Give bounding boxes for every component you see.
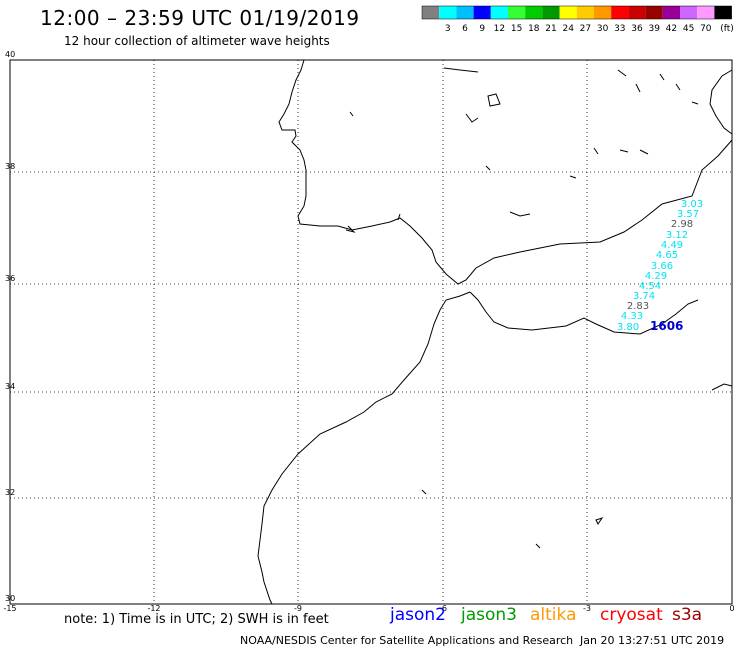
legend-unit: (ft) [720, 24, 734, 34]
legend-swatch [714, 6, 732, 19]
page-subtitle: 12 hour collection of altimeter wave hei… [64, 34, 330, 48]
legend-swatch [697, 6, 715, 19]
legend-swatch [490, 6, 508, 19]
lat-lon-grid [10, 60, 732, 604]
wave-height-label: 4.65 [656, 250, 678, 261]
lat-label: 38 [5, 162, 15, 171]
lon-label: -12 [147, 604, 160, 613]
legend-swatch [628, 6, 646, 19]
legend-swatch [559, 6, 577, 19]
legend-label: 45 [683, 24, 694, 34]
wave-height-label: 3.57 [677, 209, 699, 220]
legend-label: 9 [479, 24, 485, 34]
legend-label: 18 [528, 24, 540, 34]
legend-label: 70 [700, 24, 712, 34]
lat-label: 30 [5, 594, 15, 603]
wave-height-label: 2.98 [671, 219, 693, 230]
wave-height-label: 4.29 [645, 271, 667, 282]
wave-height-label: 3.80 [617, 322, 639, 333]
wave-height-label: 3.74 [633, 291, 655, 302]
wave-height-label: 3.66 [651, 261, 673, 272]
legend-label: 30 [597, 24, 609, 34]
legend-label: 42 [666, 24, 677, 34]
legend-swatch [645, 6, 663, 19]
lat-label: 34 [5, 382, 15, 391]
lon-label: -6 [439, 604, 447, 613]
legend-label: 3 [445, 24, 451, 34]
wave-height-label: 4.49 [661, 240, 683, 251]
lon-label: -9 [294, 604, 302, 613]
lon-label: -3 [583, 604, 591, 613]
map-frame [9, 59, 733, 605]
satellite-cryosat: cryosat [600, 605, 663, 625]
satellite-jason2: jason2 [390, 605, 446, 625]
axis-labels: 40 38 36 34 32 30-15 -12 -9 -6 -3 0 [3, 50, 734, 613]
wave-height-label: 4.33 [621, 311, 643, 322]
wave-height-label: 2.83 [627, 301, 649, 312]
legend-label: 36 [631, 24, 643, 34]
lat-label: 32 [5, 488, 15, 497]
legend-label: 33 [614, 24, 625, 34]
legend-swatch [439, 6, 457, 19]
lat-label: 40 [5, 50, 15, 59]
legend-label: 21 [545, 24, 556, 34]
legend-label: 27 [580, 24, 591, 34]
lat-label: 36 [5, 274, 15, 283]
legend-label: 39 [648, 24, 660, 34]
lon-label: 0 [729, 604, 734, 613]
satellite-altika: altika [530, 605, 577, 625]
legend-swatch [611, 6, 629, 19]
coastline [257, 59, 733, 605]
lon-label: -15 [3, 604, 16, 613]
legend-swatch [576, 6, 594, 19]
satellite-jason3: jason3 [461, 605, 517, 625]
legend-label: 24 [562, 24, 574, 34]
page-title: 12:00 – 23:59 UTC 01/19/2019 [40, 6, 360, 30]
legend-swatch [542, 6, 560, 19]
legend-swatch [680, 6, 698, 19]
legend-label: 12 [494, 24, 505, 34]
color-legend: 3 6 9 12 15 18 21 24 27 30 33 36 39 42 45 70 (ft) [421, 5, 734, 34]
legend-label: 15 [511, 24, 522, 34]
wave-height-label: 3.12 [666, 230, 688, 241]
legend-swatch [456, 6, 474, 19]
footer-credit: NOAA/NESDIS Center for Satellite Applica… [240, 634, 574, 647]
legend-swatch [662, 6, 680, 19]
footer-note: note: 1) Time is in UTC; 2) SWH is in fe… [64, 612, 329, 627]
legend-swatch [473, 6, 491, 19]
track-time-label: 1606 [650, 319, 683, 333]
legend-swatch [525, 6, 543, 19]
footer-timestamp: Jan 20 13:27:51 UTC 2019 [580, 634, 725, 647]
legend-swatch [422, 6, 440, 19]
wave-height-label: 4.54 [639, 281, 661, 292]
satellite-s3a: s3a [672, 605, 703, 625]
legend-swatch [508, 6, 526, 19]
wave-height-label: 3.03 [681, 199, 703, 210]
legend-swatch [594, 6, 612, 19]
legend-label: 6 [462, 24, 468, 34]
wave-height-labels: 3.033.572.983.124.494.653.664.294.543.74… [617, 199, 703, 333]
